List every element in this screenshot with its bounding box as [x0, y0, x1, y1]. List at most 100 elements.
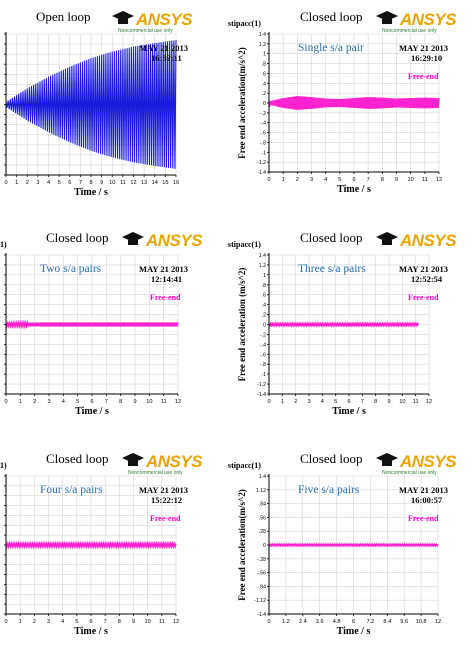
- x-tick-label: 8: [374, 399, 377, 405]
- x-tick-label: 1: [15, 180, 18, 186]
- y-axis-label: Free end acceleration(m/s^2): [237, 47, 247, 159]
- x-axis-label: Time / s: [337, 626, 371, 637]
- x-tick-label: 12: [175, 399, 181, 405]
- x-tick-label: 10: [399, 399, 405, 405]
- y-tick-label: .28: [259, 529, 266, 535]
- y-tick-label: 0: [263, 323, 266, 329]
- y-tick-labels: [4, 254, 6, 395]
- x-tick-label: 7.2: [367, 619, 375, 625]
- y-tick-label: 1.4: [259, 474, 266, 480]
- date-stamp: MAY 21 2013: [399, 264, 448, 274]
- x-tick-label: 11: [422, 177, 428, 183]
- x-tick-label: 0: [267, 399, 270, 405]
- time-stamp: 16:29:10: [411, 53, 442, 63]
- x-tick-label: 4: [61, 619, 64, 625]
- variable-label: stipacc(1): [228, 240, 261, 249]
- x-tick-label: 9: [395, 177, 398, 183]
- y-tick-label: 1.4: [259, 32, 266, 38]
- x-tick-label: 7: [79, 180, 82, 186]
- x-tick-label: 3: [310, 177, 313, 183]
- signal-trace: [268, 96, 440, 110]
- y-tick-label: .6: [262, 293, 266, 299]
- panel-subtitle: Three s/a pairs: [298, 263, 366, 275]
- x-tick-label: 8: [381, 177, 384, 183]
- x-tick-label: 10: [146, 399, 152, 405]
- graduation-cap-icon: [376, 232, 398, 242]
- x-tick-label: 14: [152, 180, 158, 186]
- x-tick-label: 11: [120, 180, 126, 186]
- x-tick-label: 2: [296, 177, 299, 183]
- y-tick-label: -1.4: [257, 392, 266, 398]
- x-tick-label: 6: [347, 399, 350, 405]
- graduation-cap-base-icon: [128, 461, 138, 466]
- x-tick-label: 4: [62, 399, 65, 405]
- x-tick-label: 12: [130, 180, 136, 186]
- y-tick-label: -.4: [260, 342, 266, 348]
- x-tick-label: 0: [4, 399, 7, 405]
- x-tick-label: 2: [294, 399, 297, 405]
- x-tick-label: 3: [47, 399, 50, 405]
- ansys-noncommercial-note: Noncommercial use only: [118, 28, 173, 34]
- time-stamp: 16:00:57: [411, 495, 443, 505]
- graduation-cap-icon: [376, 453, 398, 463]
- signal-trace: [5, 319, 179, 330]
- variable-label: 1): [0, 240, 7, 249]
- y-tick-labels: [4, 33, 6, 176]
- x-tick-label: 15: [162, 180, 168, 186]
- time-stamp: 15:22:12: [151, 495, 182, 505]
- y-tick-label: .6: [262, 71, 266, 77]
- panel-subtitle: Single s/a pair: [298, 42, 364, 54]
- x-tick-label: 7: [105, 399, 108, 405]
- ansys-logo: ANSYS: [376, 231, 458, 250]
- x-axis-label: Time / s: [74, 187, 108, 198]
- x-tick-label: 8.4: [383, 619, 391, 625]
- y-axis-label: Free end acceleration(m/s^2): [237, 489, 247, 601]
- y-tick-label: .2: [262, 91, 266, 97]
- panel-subtitle: Two s/a pairs: [40, 263, 102, 275]
- panel-heading: Closed loop: [46, 230, 108, 245]
- signal-trace: [5, 40, 177, 169]
- x-tick-label: 0: [267, 619, 270, 625]
- graduation-cap-base-icon: [128, 240, 138, 245]
- ansys-wordmark: ANSYS: [399, 231, 457, 250]
- y-tick-labels: 1.4 1.2 1 .8 .6 .4 .2 0 -.2 -.4 -.6 -.8 -1 -1.2 -1.4: [257, 32, 269, 176]
- x-tick-label: 12: [426, 399, 432, 405]
- x-tick-label: 12: [436, 177, 442, 183]
- x-tick-label: 5: [76, 399, 79, 405]
- y-tick-label: 0: [263, 101, 266, 107]
- x-tick-label: 12: [435, 619, 441, 625]
- date-stamp: MAY 21 2013: [399, 43, 448, 53]
- x-tick-label: 8: [118, 619, 121, 625]
- x-axis-label: Time / s: [332, 406, 366, 417]
- graduation-cap-icon: [122, 453, 144, 463]
- chart-panel-6: 0 1.2 2.4 3.6 4.8 6 7.2 8.4 9.6 10.8 12 1.4 1.12 .84.…: [228, 451, 458, 637]
- x-tick-label: 16: [173, 180, 179, 186]
- signal-trace: [268, 321, 420, 328]
- x-tick-label: 9: [133, 399, 136, 405]
- x-tick-labels: 0 1 2 3 4 5 6 7 8 9 10 11 12: [267, 172, 442, 183]
- x-tick-label: 9: [100, 180, 103, 186]
- x-tick-label: 2: [33, 399, 36, 405]
- x-tick-label: 0: [267, 177, 270, 183]
- y-tick-label: -.6: [260, 131, 266, 137]
- x-tick-label: 10: [408, 177, 414, 183]
- y-tick-labels: 1.4 1.2 1 .8 .6 .4 .2 0 -.2 -.4 -.6 -.8 -1 -1.2 -1.4: [257, 253, 269, 398]
- y-tick-label: .8: [262, 62, 266, 68]
- y-tick-label: -.2: [260, 111, 266, 117]
- y-tick-label: -.4: [260, 121, 266, 127]
- x-tick-label: 11: [159, 619, 165, 625]
- x-tick-label: 10.8: [416, 619, 427, 625]
- y-tick-label: 1: [263, 52, 266, 58]
- x-tick-label: 7: [104, 619, 107, 625]
- graduation-cap-icon: [376, 11, 398, 21]
- x-tick-label: 2: [33, 619, 36, 625]
- panel-heading: Open loop: [36, 9, 91, 24]
- x-tick-label: 5: [334, 399, 337, 405]
- panel-heading: Closed loop: [46, 451, 108, 466]
- ansys-wordmark: ANSYS: [135, 10, 193, 29]
- legend-entry: Free-end: [150, 514, 181, 523]
- x-tick-label: 10: [109, 180, 115, 186]
